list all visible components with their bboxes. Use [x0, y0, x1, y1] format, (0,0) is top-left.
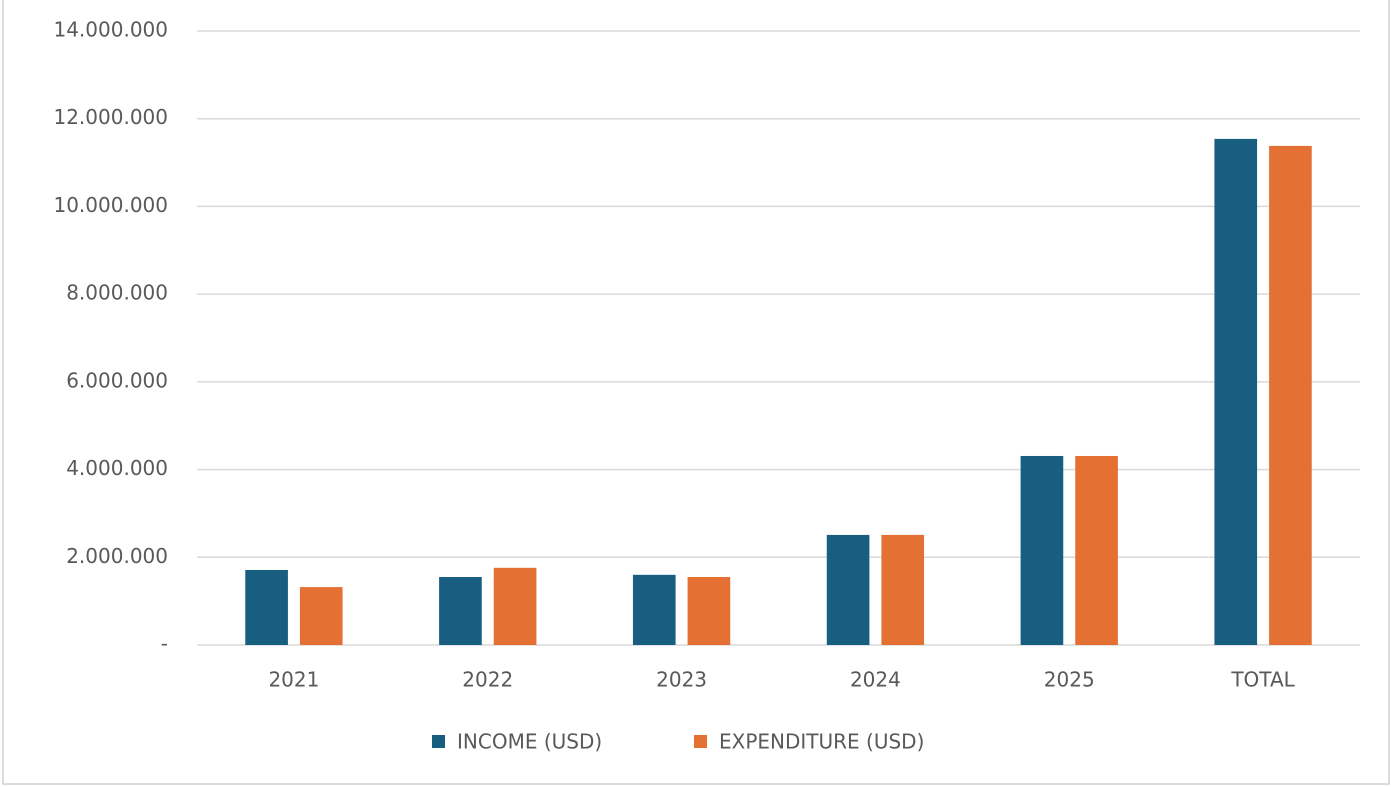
legend-swatch — [432, 735, 445, 748]
y-tick-label: 12.000.000 — [53, 105, 168, 129]
x-tick-label: 2021 — [268, 668, 319, 692]
y-tick-label: 6.000.000 — [66, 368, 168, 392]
y-tick-label: 14.000.000 — [53, 18, 168, 42]
y-tick-label: 4.000.000 — [66, 456, 168, 480]
y-tick-label: 8.000.000 — [66, 281, 168, 305]
y-tick-label: - — [161, 632, 168, 656]
bar — [299, 587, 343, 645]
x-tick-label: 2023 — [656, 668, 707, 692]
bar — [826, 534, 870, 645]
x-tick-label: 2024 — [850, 668, 901, 692]
legend-swatch — [694, 735, 707, 748]
y-tick-label: 2.000.000 — [66, 544, 168, 568]
bar — [1214, 138, 1258, 646]
bar — [1075, 455, 1118, 645]
x-tick-label: 2022 — [462, 668, 513, 692]
bar — [1269, 145, 1312, 646]
x-tick-label: TOTAL — [1230, 668, 1295, 692]
bar — [881, 534, 925, 645]
legend-label: INCOME (USD) — [457, 730, 602, 754]
bar — [439, 577, 482, 645]
x-tick-label: 2025 — [1044, 668, 1095, 692]
bar — [245, 570, 288, 645]
bar — [1020, 455, 1064, 645]
bar — [493, 567, 537, 645]
y-tick-label: 10.000.000 — [53, 193, 168, 217]
legend-label: EXPENDITURE (USD) — [719, 730, 924, 754]
bar — [687, 577, 731, 645]
bar — [632, 574, 676, 645]
